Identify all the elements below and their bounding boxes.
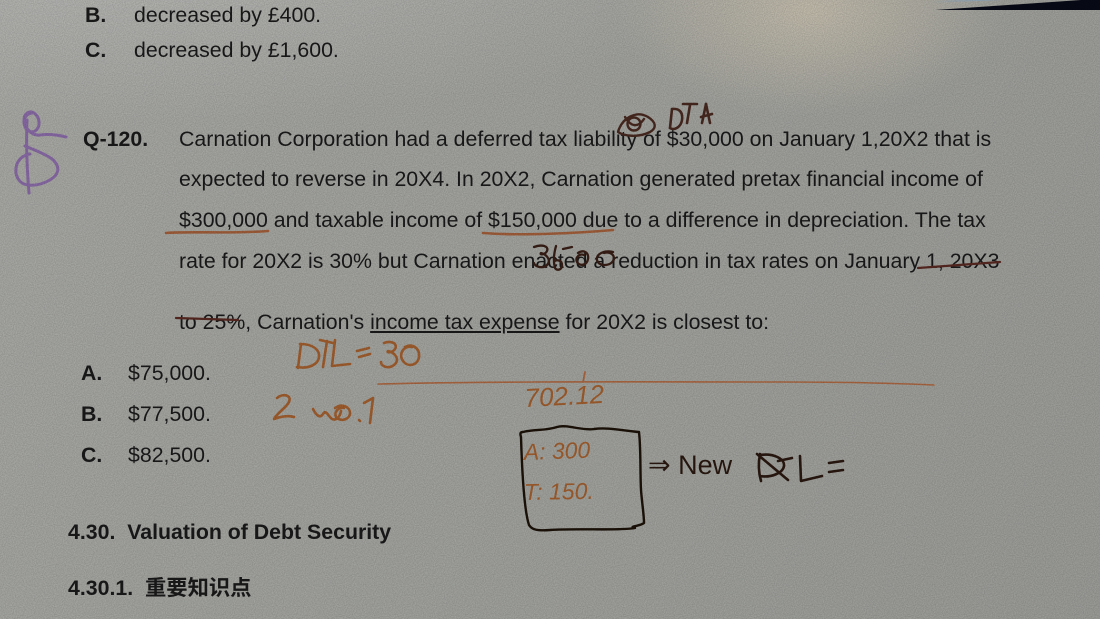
svg-text:702.12: 702.12 xyxy=(524,379,606,413)
svg-text:A: 300: A: 300 xyxy=(521,437,591,465)
svg-text:T: 150.: T: 150. xyxy=(524,478,594,505)
svg-text:⇒ New: ⇒ New xyxy=(648,450,733,480)
